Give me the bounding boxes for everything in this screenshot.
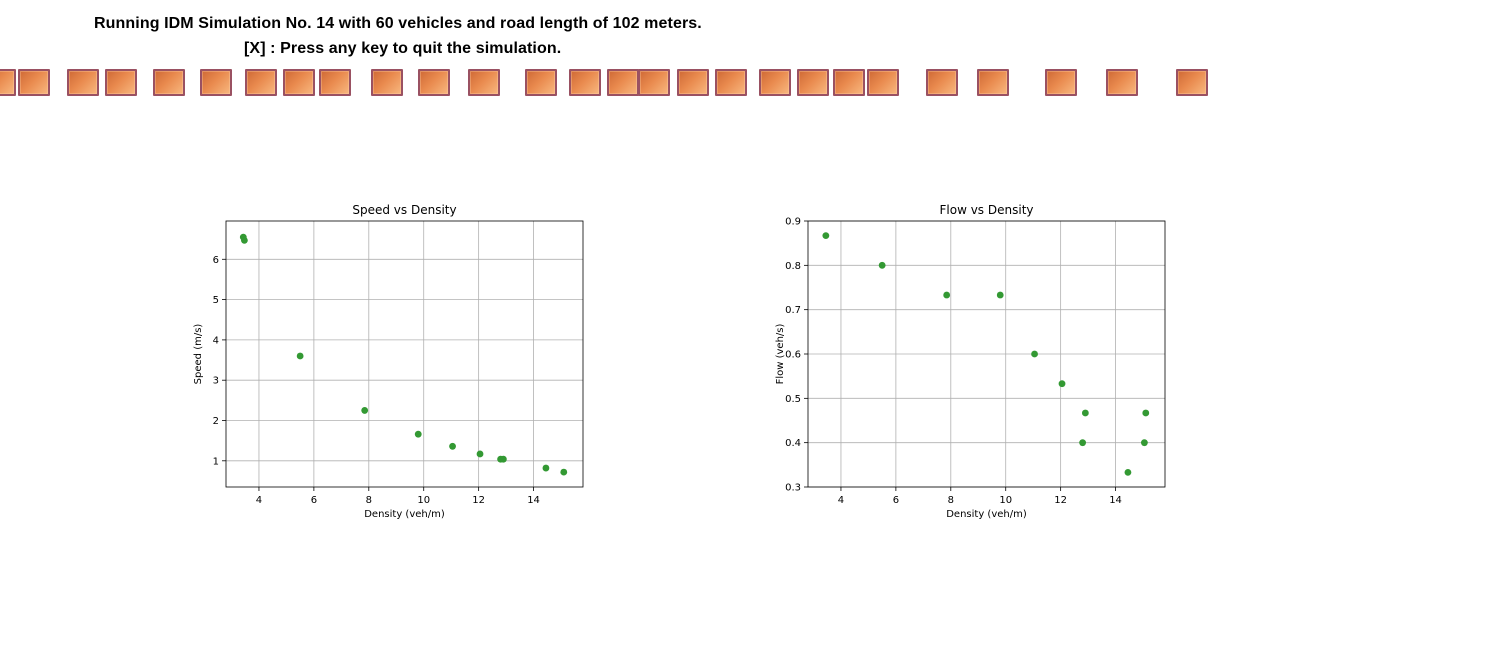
data-point	[1058, 380, 1066, 388]
data-point	[996, 291, 1004, 299]
vehicle-icon	[867, 69, 899, 96]
data-point	[296, 352, 304, 360]
y-tick-label: 1	[213, 456, 219, 467]
vehicle-icon	[797, 69, 829, 96]
chart0-x-axis-label: Density (veh/m)	[364, 509, 445, 520]
y-tick-label: 0.8	[785, 261, 801, 272]
y-tick-label: 2	[213, 416, 219, 427]
vehicle-icon	[418, 69, 450, 96]
data-point	[414, 430, 422, 438]
data-point	[1141, 439, 1148, 447]
vehicle-icon	[607, 69, 639, 96]
vehicle-icon	[200, 69, 232, 96]
x-tick-label: 6	[311, 495, 317, 506]
vehicle-icon	[833, 69, 865, 96]
data-point	[560, 468, 568, 476]
data-point	[822, 232, 830, 240]
vehicle-icon	[1176, 69, 1208, 96]
data-point	[499, 455, 507, 463]
y-tick-label: 0.7	[785, 305, 801, 316]
x-tick-label: 8	[366, 495, 372, 506]
vehicle-icon	[1106, 69, 1138, 96]
vehicle-icon	[569, 69, 601, 96]
x-tick-label: 4	[256, 495, 262, 506]
vehicle-icon	[319, 69, 351, 96]
chart0-y-axis-label: Speed (m/s)	[193, 324, 204, 385]
y-tick-label: 3	[213, 376, 219, 387]
flow-vs-density-chart: Flow vs Density 4 6 8 10 12 14 0.3 0.4 0.5 0.6 0.7 0…	[775, 203, 1166, 520]
vehicle-icon	[638, 69, 670, 96]
vehicle-icon	[759, 69, 791, 96]
chart1-x-axis-label: Density (veh/m)	[946, 509, 1027, 520]
y-tick-label: 6	[213, 255, 219, 266]
vehicle-icon	[153, 69, 185, 96]
y-tick-label: 0.5	[785, 394, 801, 405]
vehicle-icon	[0, 69, 16, 96]
data-point	[476, 450, 484, 458]
vehicle-icon	[926, 69, 958, 96]
vehicle-icon	[371, 69, 403, 96]
vehicle-icon	[677, 69, 709, 96]
data-point	[1031, 350, 1038, 358]
y-tick-label: 0.9	[785, 217, 801, 228]
x-tick-label: 14	[1109, 495, 1122, 506]
road-vehicle-strip	[0, 68, 1512, 100]
vehicle-icon	[67, 69, 99, 96]
vehicle-icon	[1045, 69, 1077, 96]
vehicle-icon	[245, 69, 277, 96]
data-point	[1142, 409, 1150, 417]
vehicle-icon	[525, 69, 557, 96]
chart1-title: Flow vs Density	[940, 203, 1034, 217]
vehicle-icon	[105, 69, 137, 96]
vehicle-icon	[18, 69, 50, 96]
chart0-axes-frame	[225, 220, 584, 488]
x-tick-label: 6	[893, 495, 899, 506]
chart1-points	[822, 232, 1150, 476]
x-tick-label: 4	[838, 495, 844, 506]
x-tick-label: 14	[527, 495, 540, 506]
y-tick-label: 4	[213, 335, 219, 346]
chart0-points	[239, 233, 568, 476]
vehicle-icon	[715, 69, 747, 96]
data-point	[240, 236, 248, 244]
quit-instruction: [X] : Press any key to quit the simulati…	[244, 40, 562, 57]
x-tick-label: 10	[417, 495, 430, 506]
data-point	[361, 407, 369, 414]
vehicle-icon	[468, 69, 500, 96]
y-tick-label: 0.4	[785, 438, 801, 449]
simulation-status-title: Running IDM Simulation No. 14 with 60 ve…	[94, 15, 702, 32]
chart1-grid	[808, 220, 1165, 488]
data-point	[1081, 409, 1089, 417]
y-tick-label: 0.3	[785, 483, 801, 494]
data-point	[1079, 439, 1087, 447]
data-point	[542, 464, 550, 472]
x-tick-label: 12	[472, 495, 485, 506]
chart0-grid	[226, 221, 583, 487]
chart1-y-axis-label: Flow (veh/s)	[775, 324, 786, 385]
x-tick-label: 10	[999, 495, 1012, 506]
data-point	[878, 261, 886, 269]
data-point	[943, 291, 951, 299]
x-tick-label: 12	[1054, 495, 1067, 506]
x-tick-label: 8	[948, 495, 954, 506]
chart0-title: Speed vs Density	[352, 203, 456, 217]
vehicle-icon	[977, 69, 1009, 96]
y-tick-label: 5	[213, 295, 219, 306]
data-point	[1124, 468, 1132, 476]
y-tick-label: 0.6	[785, 350, 801, 361]
vehicle-icon	[283, 69, 315, 96]
data-point	[449, 442, 456, 450]
